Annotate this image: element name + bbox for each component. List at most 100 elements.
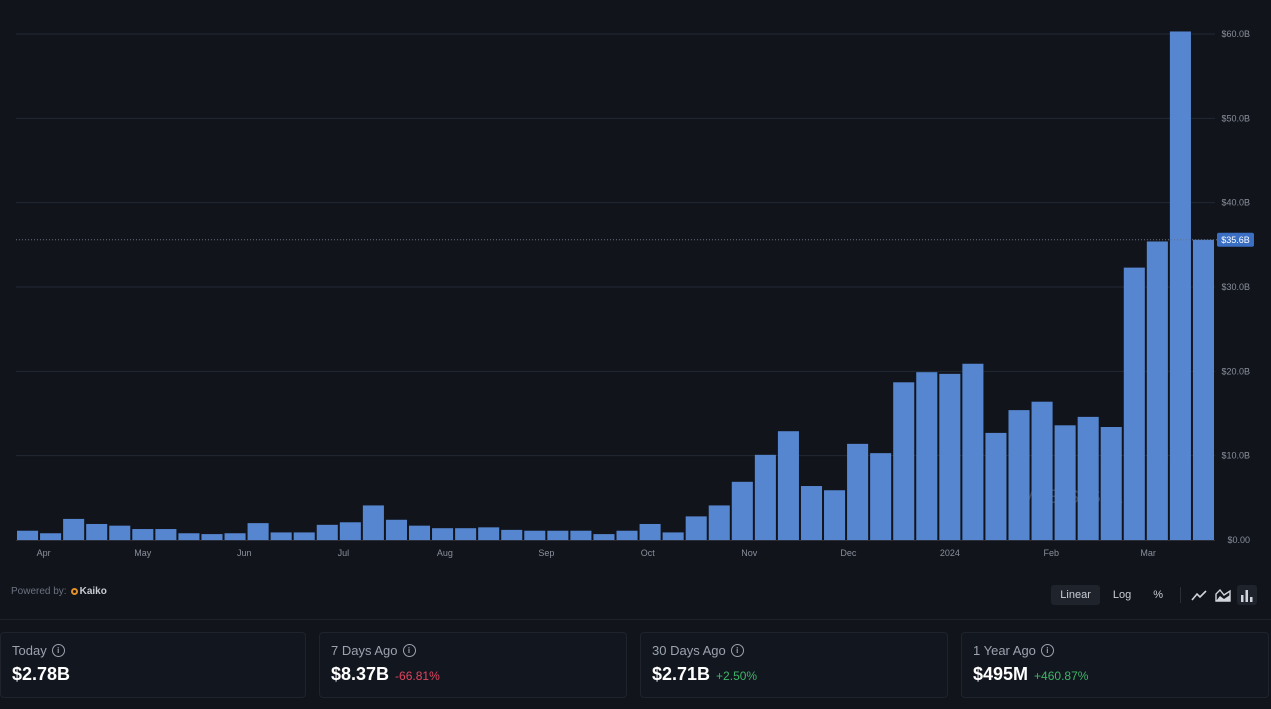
bar (685, 516, 707, 540)
bar (824, 490, 846, 540)
bar (362, 505, 384, 540)
y-tick-label: $30.0B (1221, 282, 1250, 292)
bar (754, 454, 776, 540)
y-tick-label: $60.0B (1221, 29, 1250, 39)
card-value: $2.78B (12, 664, 71, 684)
bar (385, 519, 407, 540)
info-icon[interactable]: i (1040, 644, 1054, 657)
y-tick-label: $10.0B (1221, 451, 1250, 461)
bar (408, 525, 431, 540)
x-tick-label: Nov (741, 548, 758, 558)
bar (1169, 31, 1191, 540)
bar (962, 363, 984, 540)
bar (1077, 416, 1099, 540)
bar (985, 432, 1007, 540)
bar (501, 529, 523, 540)
bar (316, 524, 338, 540)
bar (132, 529, 154, 540)
x-tick-label: Mar (1140, 548, 1156, 558)
x-tick-label: Feb (1044, 548, 1060, 558)
bar (777, 431, 799, 540)
bar (1123, 267, 1145, 540)
bar (40, 533, 62, 540)
x-tick-label: Aug (437, 548, 453, 558)
bar (478, 527, 500, 540)
bar (1008, 410, 1030, 540)
card-label: 30 Days Ago (652, 643, 726, 658)
y-tick-label: $20.0B (1221, 366, 1250, 376)
y-tick-label: $40.0B (1221, 198, 1250, 208)
bar (293, 532, 315, 540)
info-icon[interactable]: i (402, 644, 416, 657)
card-value: $2.71B (652, 664, 711, 684)
info-icon[interactable]: i (730, 644, 744, 657)
card-30-days-ago: 30 Days Ago i $2.71B +2.50% (640, 632, 948, 698)
card-change: -66.81% (395, 669, 440, 683)
bar (1146, 241, 1168, 540)
bar (639, 523, 661, 540)
bar (1100, 426, 1122, 540)
divider (0, 619, 1271, 620)
x-tick-label: Apr (37, 548, 51, 558)
bar (63, 518, 85, 540)
bar (616, 530, 638, 540)
bar (155, 529, 177, 540)
kaiko-logo[interactable]: Kaiko (70, 586, 107, 597)
x-tick-label: Sep (538, 548, 554, 558)
bar (224, 533, 246, 540)
bar (1054, 425, 1076, 540)
bar (17, 530, 39, 540)
x-tick-label: May (134, 548, 152, 558)
kaiko-label: Kaiko (79, 586, 107, 597)
card-label: 1 Year Ago (973, 643, 1036, 658)
current-value-badge (1217, 232, 1254, 247)
powered-by-label: Powered by: (11, 586, 67, 597)
scale-log-button[interactable]: Log (1112, 589, 1132, 601)
bar (547, 530, 569, 540)
bar (109, 525, 131, 540)
bar (247, 523, 269, 540)
kaiko-icon (70, 588, 78, 595)
x-tick-label: Jun (237, 548, 252, 558)
bar (662, 532, 684, 540)
card-label: Today (12, 643, 47, 658)
card-value: $8.37B (331, 664, 390, 684)
info-icon[interactable]: i (51, 644, 65, 657)
area-chart-icon[interactable] (1213, 585, 1233, 605)
chart-controls: Linear Log % (1051, 585, 1257, 605)
bar (870, 453, 892, 540)
bar (893, 382, 915, 540)
current-value-label: $35.6B (1221, 235, 1250, 245)
bar (800, 486, 823, 540)
bar (847, 443, 869, 540)
bar-chart: $0.00 $10.0B $20.0B $30.0B $40.0B $50.0B $60.0… (16, 29, 1254, 558)
powered-by: Powered by: Kaiko (11, 586, 107, 597)
bar (86, 523, 108, 540)
card-value: $495M (973, 664, 1029, 684)
bar (455, 528, 477, 540)
card-label: 7 Days Ago (331, 643, 398, 658)
bar (708, 505, 730, 540)
y-tick-label: $0.00 (1227, 535, 1250, 545)
scale-percent-button[interactable]: % (1153, 589, 1163, 601)
bar (339, 522, 361, 540)
card-7-days-ago: 7 Days Ago i $8.37B -66.81% (319, 632, 627, 698)
bar (570, 530, 592, 540)
x-tick-label: Dec (840, 548, 857, 558)
x-tick-label: 2024 (940, 548, 960, 558)
y-tick-label: $50.0B (1221, 113, 1250, 123)
controls-divider (1180, 587, 1181, 603)
bar (178, 533, 200, 540)
scale-linear-button[interactable]: Linear (1051, 585, 1100, 605)
card-change: +2.50% (716, 669, 758, 683)
x-tick-label: Jul (338, 548, 350, 558)
bar-chart-icon[interactable] (1237, 585, 1257, 605)
bar (939, 373, 961, 540)
bar (1031, 401, 1053, 540)
bar (432, 528, 454, 540)
bar (524, 530, 546, 540)
line-chart-icon[interactable] (1189, 585, 1209, 605)
card-change: +460.87% (1034, 669, 1089, 683)
card-1-year-ago: 1 Year Ago i $495M +460.87% (961, 632, 1269, 698)
x-tick-label: Oct (641, 548, 656, 558)
